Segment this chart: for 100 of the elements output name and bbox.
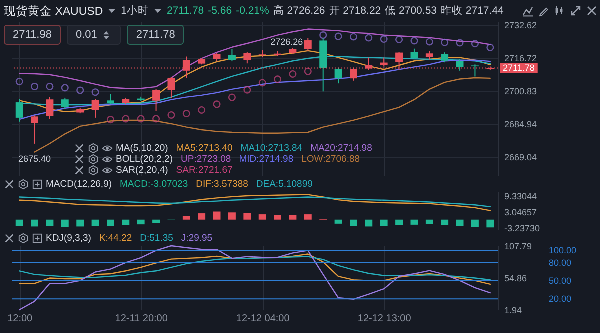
point [213,100,221,108]
y-tick-label: 54.86 [504,274,528,284]
bar [76,220,84,227]
point [244,86,252,94]
bar [61,220,69,228]
point [289,70,297,78]
bar [258,214,266,220]
annotation: 2675.40 [18,154,52,164]
candlestick [92,98,100,118]
text: 现货黄金 XAUUSD [4,4,104,18]
point [31,82,39,90]
text: MACD:-3.07023 [120,179,188,190]
y-tick-label: 107.79 [504,242,532,252]
point [106,116,114,124]
point [182,110,190,118]
y-tick-label: 2716.72 [504,53,538,64]
bar [213,212,221,220]
annotation: 2726.26 [270,37,304,48]
bar [16,220,24,226]
point [410,37,418,45]
y-tick-label: -3.23730 [504,224,540,234]
point [46,82,54,90]
candlestick [304,38,312,52]
text: -5.66 [208,5,232,17]
bar [107,220,114,226]
ref-line-label: 50.00 [549,276,572,286]
point [198,106,206,114]
legend-label: MA20:2714.98 [310,143,372,154]
bar [380,220,388,226]
candlestick [334,67,342,84]
candlestick [31,115,38,144]
ref-line-label: 2711.78 [503,63,535,74]
candlestick [61,97,69,110]
point [258,79,266,87]
ref-line-label: 80.00 [549,258,572,268]
candlestick [410,48,418,60]
bar [31,220,38,227]
point [380,36,388,44]
point [152,115,160,123]
bar [274,215,282,220]
text: 2711.78 [166,5,204,17]
point [137,115,145,123]
bar [396,220,403,226]
line-series [18,194,492,212]
point [426,38,434,46]
y-tick-label: 3.04657 [504,208,538,218]
text: 开 2718.22 [329,4,382,18]
point [228,94,236,102]
point [471,40,479,48]
candlestick [152,88,160,112]
point [122,115,130,123]
annotation: 0.01 [76,29,98,41]
text: 低 2700.53 [385,4,437,18]
y-tick-label: 9.33044 [504,192,538,202]
text: MA5:2713.40 [176,143,233,154]
text: 1小时 [121,4,149,18]
point [441,38,449,46]
candlestick [228,48,236,62]
bar [228,212,236,220]
candlestick [107,94,114,105]
bar [410,220,418,225]
annotation: BOLL(20,2,2) [116,154,174,165]
bar [334,220,342,224]
candlestick [441,52,449,64]
annotation: 2711.98 [13,29,52,41]
point [16,78,24,86]
candlestick [46,96,54,120]
series-label: DEA:5.10899 [256,179,313,190]
x-tick-label: 12-12 13:00 [358,314,412,324]
candlestick [258,50,266,58]
candlestick [456,58,464,72]
bar [350,220,358,226]
point [304,68,312,76]
line-series [18,256,492,281]
y-tick-label: 2684.94 [504,120,538,130]
bar [441,220,449,226]
point [486,44,494,52]
point [350,33,358,41]
candlestick [168,76,176,99]
point [76,86,84,94]
text: MID:2714.98 [239,154,294,165]
x-tick-label: 12:00 [8,314,34,324]
text: D:51.35 [140,233,174,244]
bar [289,215,297,220]
series-label: J:29.95 [181,233,213,244]
x-tick-label: 12-11 20:00 [115,314,168,324]
annotation: 2711.78 [136,29,176,41]
point [274,76,282,84]
candlestick [244,52,252,64]
point [92,88,100,96]
candlestick [472,64,479,78]
line-series [18,245,492,311]
line-series [18,196,492,208]
text: 高 2726.26 [273,4,326,18]
bar [92,220,100,226]
chart-title: KDJ(9,3,3) [46,233,92,244]
text: LOW:2706.88 [302,154,360,165]
annotation: SAR(2,20,4) [116,165,168,176]
text: SAR:2721.67 [176,165,233,176]
bar [486,220,494,228]
